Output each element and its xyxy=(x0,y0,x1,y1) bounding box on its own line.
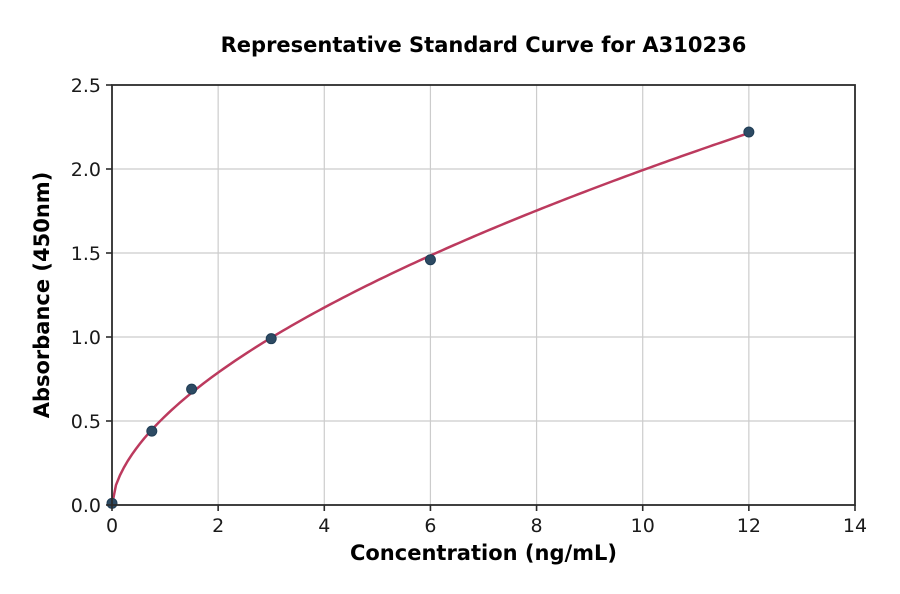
x-tick-label: 14 xyxy=(843,515,867,537)
x-tick-label: 8 xyxy=(531,515,543,537)
x-axis-label: Concentration (ng/mL) xyxy=(349,541,618,565)
data-point-marker xyxy=(186,383,198,395)
y-tick-label: 1.0 xyxy=(71,327,101,349)
x-tick-label: 0 xyxy=(106,515,118,537)
x-tick-label: 2 xyxy=(212,515,224,537)
y-tick-label: 2.0 xyxy=(71,159,101,181)
data-point-marker xyxy=(424,254,436,266)
x-tick-label: 4 xyxy=(318,515,330,537)
y-tick-label: 0.5 xyxy=(71,411,101,433)
x-tick-label: 6 xyxy=(424,515,436,537)
y-tick-label: 2.5 xyxy=(71,75,101,97)
data-point-marker xyxy=(265,333,277,345)
data-point-marker xyxy=(743,126,755,138)
chart-title: Representative Standard Curve for A31023… xyxy=(220,33,747,57)
x-tick-label: 10 xyxy=(631,515,655,537)
axes-spine xyxy=(111,84,856,506)
x-tick-label: 12 xyxy=(737,515,761,537)
data-point-marker xyxy=(146,425,158,437)
y-tick-label: 0.0 xyxy=(71,495,101,517)
y-tick-label: 1.5 xyxy=(71,243,101,265)
